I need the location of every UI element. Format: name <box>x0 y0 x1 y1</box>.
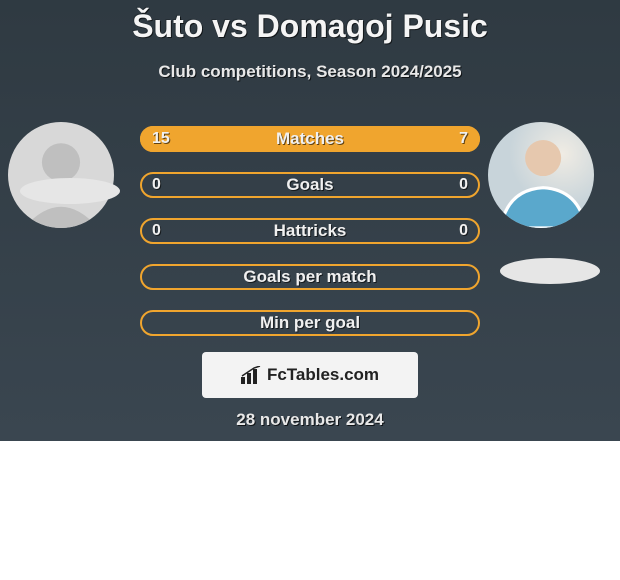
bar-label: Matches <box>140 129 480 149</box>
bar-label: Min per goal <box>140 313 480 333</box>
bar-label: Goals per match <box>140 267 480 287</box>
page-title: Šuto vs Domagoj Pusic <box>0 8 620 45</box>
bar-row: Goals per match <box>140 264 480 290</box>
bar-row: Matches15 7 <box>140 126 480 152</box>
chart-icon <box>241 366 263 384</box>
subtitle: Club competitions, Season 2024/2025 <box>0 62 620 82</box>
bar-label: Goals <box>140 175 480 195</box>
bar-value-right: 7 <box>459 130 468 148</box>
bar-value-left: 0 <box>152 222 161 240</box>
player-left-avatar <box>8 122 114 228</box>
date-label: 28 november 2024 <box>0 410 620 430</box>
comparison-bars: Matches157Goals00Hattricks00Goals per ma… <box>140 126 480 356</box>
site-logo: FcTables.com <box>202 352 418 398</box>
bar-label: Hattricks <box>140 221 480 241</box>
player-left-shadow <box>20 178 120 204</box>
bar-row: Goals0 0 <box>140 172 480 198</box>
avatar-placeholder-icon <box>8 122 114 228</box>
bar-row: Min per goal <box>140 310 480 336</box>
bar-row: Hattricks0 0 <box>140 218 480 244</box>
bar-value-left: 0 <box>152 176 161 194</box>
player-right-shadow <box>500 258 600 284</box>
bar-value-left: 15 <box>152 130 170 148</box>
avatar-photo-icon <box>488 122 594 228</box>
logo-text: FcTables.com <box>267 365 379 385</box>
bar-value-right: 0 <box>459 222 468 240</box>
player-right-avatar <box>488 122 594 228</box>
bar-value-right: 0 <box>459 176 468 194</box>
